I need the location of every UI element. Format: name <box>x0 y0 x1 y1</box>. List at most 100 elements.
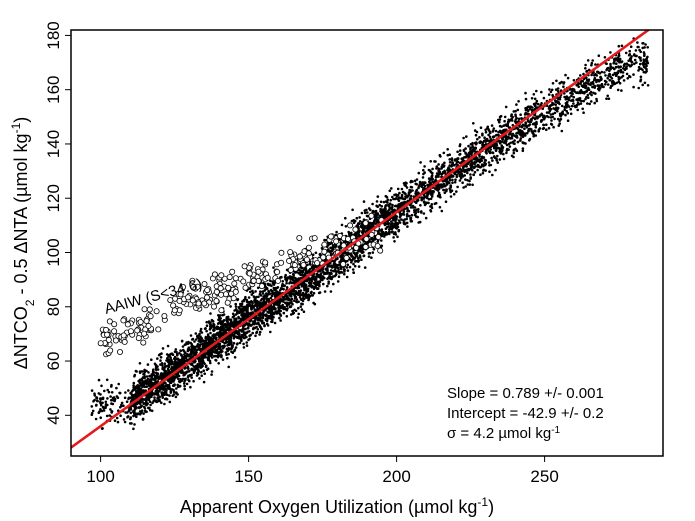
data-point <box>406 199 410 203</box>
data-point <box>468 183 472 186</box>
data-point <box>545 123 548 126</box>
data-point <box>593 77 596 81</box>
data-point <box>595 99 599 103</box>
data-point <box>240 330 244 333</box>
data-point <box>217 362 220 365</box>
data-point <box>220 333 223 337</box>
data-point <box>209 361 212 365</box>
data-point <box>491 129 495 132</box>
data-point <box>414 201 418 204</box>
data-point <box>226 344 229 347</box>
data-point <box>486 139 490 142</box>
data-point <box>576 108 579 112</box>
data-point <box>219 317 222 320</box>
data-point <box>187 374 190 378</box>
data-point <box>622 79 626 82</box>
data-point <box>507 126 511 129</box>
data-point <box>429 210 433 213</box>
data-point <box>214 358 217 362</box>
data-point <box>299 305 303 308</box>
data-point <box>530 128 533 131</box>
data-point <box>453 180 457 184</box>
data-point <box>605 67 609 70</box>
data-point <box>171 384 175 387</box>
data-point <box>639 59 643 62</box>
data-point <box>582 72 585 76</box>
data-point <box>177 358 180 361</box>
data-point <box>479 173 482 176</box>
data-point <box>398 212 402 215</box>
data-point <box>93 398 96 402</box>
data-point <box>301 270 305 274</box>
data-point <box>211 320 215 323</box>
data-point <box>415 178 419 181</box>
data-point <box>195 374 199 377</box>
data-point <box>227 365 230 369</box>
data-point <box>279 298 283 301</box>
data-point <box>537 102 540 106</box>
data-point <box>283 284 286 288</box>
data-point <box>294 309 298 313</box>
data-point <box>278 291 282 295</box>
data-point <box>221 313 224 317</box>
data-point <box>237 310 240 313</box>
data-point <box>132 414 135 418</box>
data-point <box>561 110 564 113</box>
data-point <box>440 175 443 179</box>
data-point <box>446 168 449 172</box>
data-point <box>417 191 420 194</box>
data-point <box>242 342 245 346</box>
data-point <box>229 342 233 346</box>
data-point <box>243 336 246 340</box>
data-point <box>101 396 104 400</box>
data-point <box>556 89 560 93</box>
data-point <box>271 318 274 321</box>
data-point <box>282 295 286 299</box>
data-point <box>289 280 292 284</box>
data-point <box>246 307 249 311</box>
data-point <box>641 42 644 45</box>
data-point <box>625 65 628 68</box>
data-point <box>609 65 612 68</box>
data-point <box>379 214 383 217</box>
data-point <box>183 384 186 388</box>
data-point <box>99 416 102 420</box>
data-point <box>395 204 399 208</box>
data-point <box>635 54 638 58</box>
data-point <box>190 349 194 353</box>
data-point <box>409 216 413 220</box>
data-point <box>509 137 513 140</box>
data-points <box>90 37 650 431</box>
data-point <box>391 222 395 225</box>
data-point <box>641 46 644 50</box>
data-point <box>467 154 471 158</box>
data-point <box>264 288 267 291</box>
data-point <box>185 382 189 386</box>
data-point <box>138 413 142 416</box>
data-point <box>576 98 579 102</box>
data-point <box>188 348 192 351</box>
data-point <box>334 273 338 277</box>
data-point <box>437 163 440 166</box>
data-point <box>608 69 611 73</box>
data-point <box>534 104 537 108</box>
data-point <box>260 319 264 323</box>
data-point <box>280 275 283 279</box>
data-point <box>120 403 123 407</box>
data-point <box>571 98 575 102</box>
data-point <box>579 102 583 105</box>
data-point <box>388 202 392 205</box>
data-point <box>490 124 494 127</box>
data-point <box>534 134 538 137</box>
data-point <box>625 72 629 76</box>
data-point <box>170 362 174 365</box>
data-point <box>616 88 620 92</box>
data-point <box>279 319 282 322</box>
data-point <box>285 315 289 318</box>
data-point <box>405 212 409 216</box>
data-point <box>296 316 300 319</box>
data-point <box>572 79 576 82</box>
data-point <box>189 341 192 345</box>
data-point <box>189 334 193 337</box>
data-point <box>149 395 153 399</box>
